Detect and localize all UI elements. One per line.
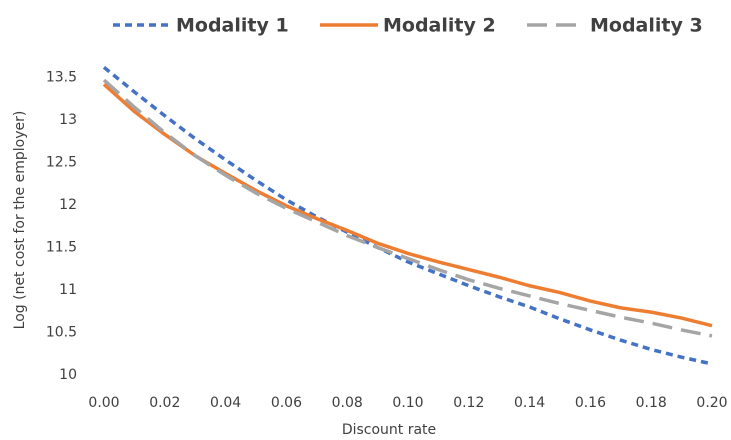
legend-label: Modality 2 bbox=[383, 15, 496, 37]
y-tick-label: 11.5 bbox=[46, 240, 77, 256]
x-tick-label: 0.20 bbox=[696, 395, 727, 411]
y-tick-label: 12.5 bbox=[46, 155, 77, 171]
legend-label: Modality 3 bbox=[590, 15, 703, 37]
x-tick-label: 0.04 bbox=[210, 395, 241, 411]
x-tick-label: 0.00 bbox=[88, 395, 119, 411]
x-tick-label: 0.06 bbox=[271, 395, 302, 411]
legend-label: Modality 1 bbox=[176, 15, 289, 37]
x-tick-label: 0.18 bbox=[636, 395, 667, 411]
data-line bbox=[102, 82, 713, 328]
y-tick-label: 12 bbox=[59, 197, 77, 213]
y-tick-label: 10 bbox=[59, 367, 77, 383]
y-axis-title: Log (net cost for the employer) bbox=[12, 111, 28, 330]
x-tick-label: 0.10 bbox=[392, 395, 423, 411]
y-tick-label: 10.5 bbox=[46, 325, 77, 341]
x-tick-label: 0.16 bbox=[575, 395, 606, 411]
y-tick-label: 13 bbox=[59, 112, 77, 128]
y-tick-label: 13.5 bbox=[46, 70, 77, 86]
data-line bbox=[102, 65, 713, 366]
x-tick-label: 0.14 bbox=[514, 395, 545, 411]
x-axis-title: Discount rate bbox=[342, 422, 436, 438]
x-tick-label: 0.02 bbox=[149, 395, 180, 411]
x-tick-label: 0.12 bbox=[453, 395, 484, 411]
x-tick-label: 0.08 bbox=[332, 395, 363, 411]
y-tick-label: 11 bbox=[59, 282, 77, 298]
data-line bbox=[102, 78, 713, 338]
